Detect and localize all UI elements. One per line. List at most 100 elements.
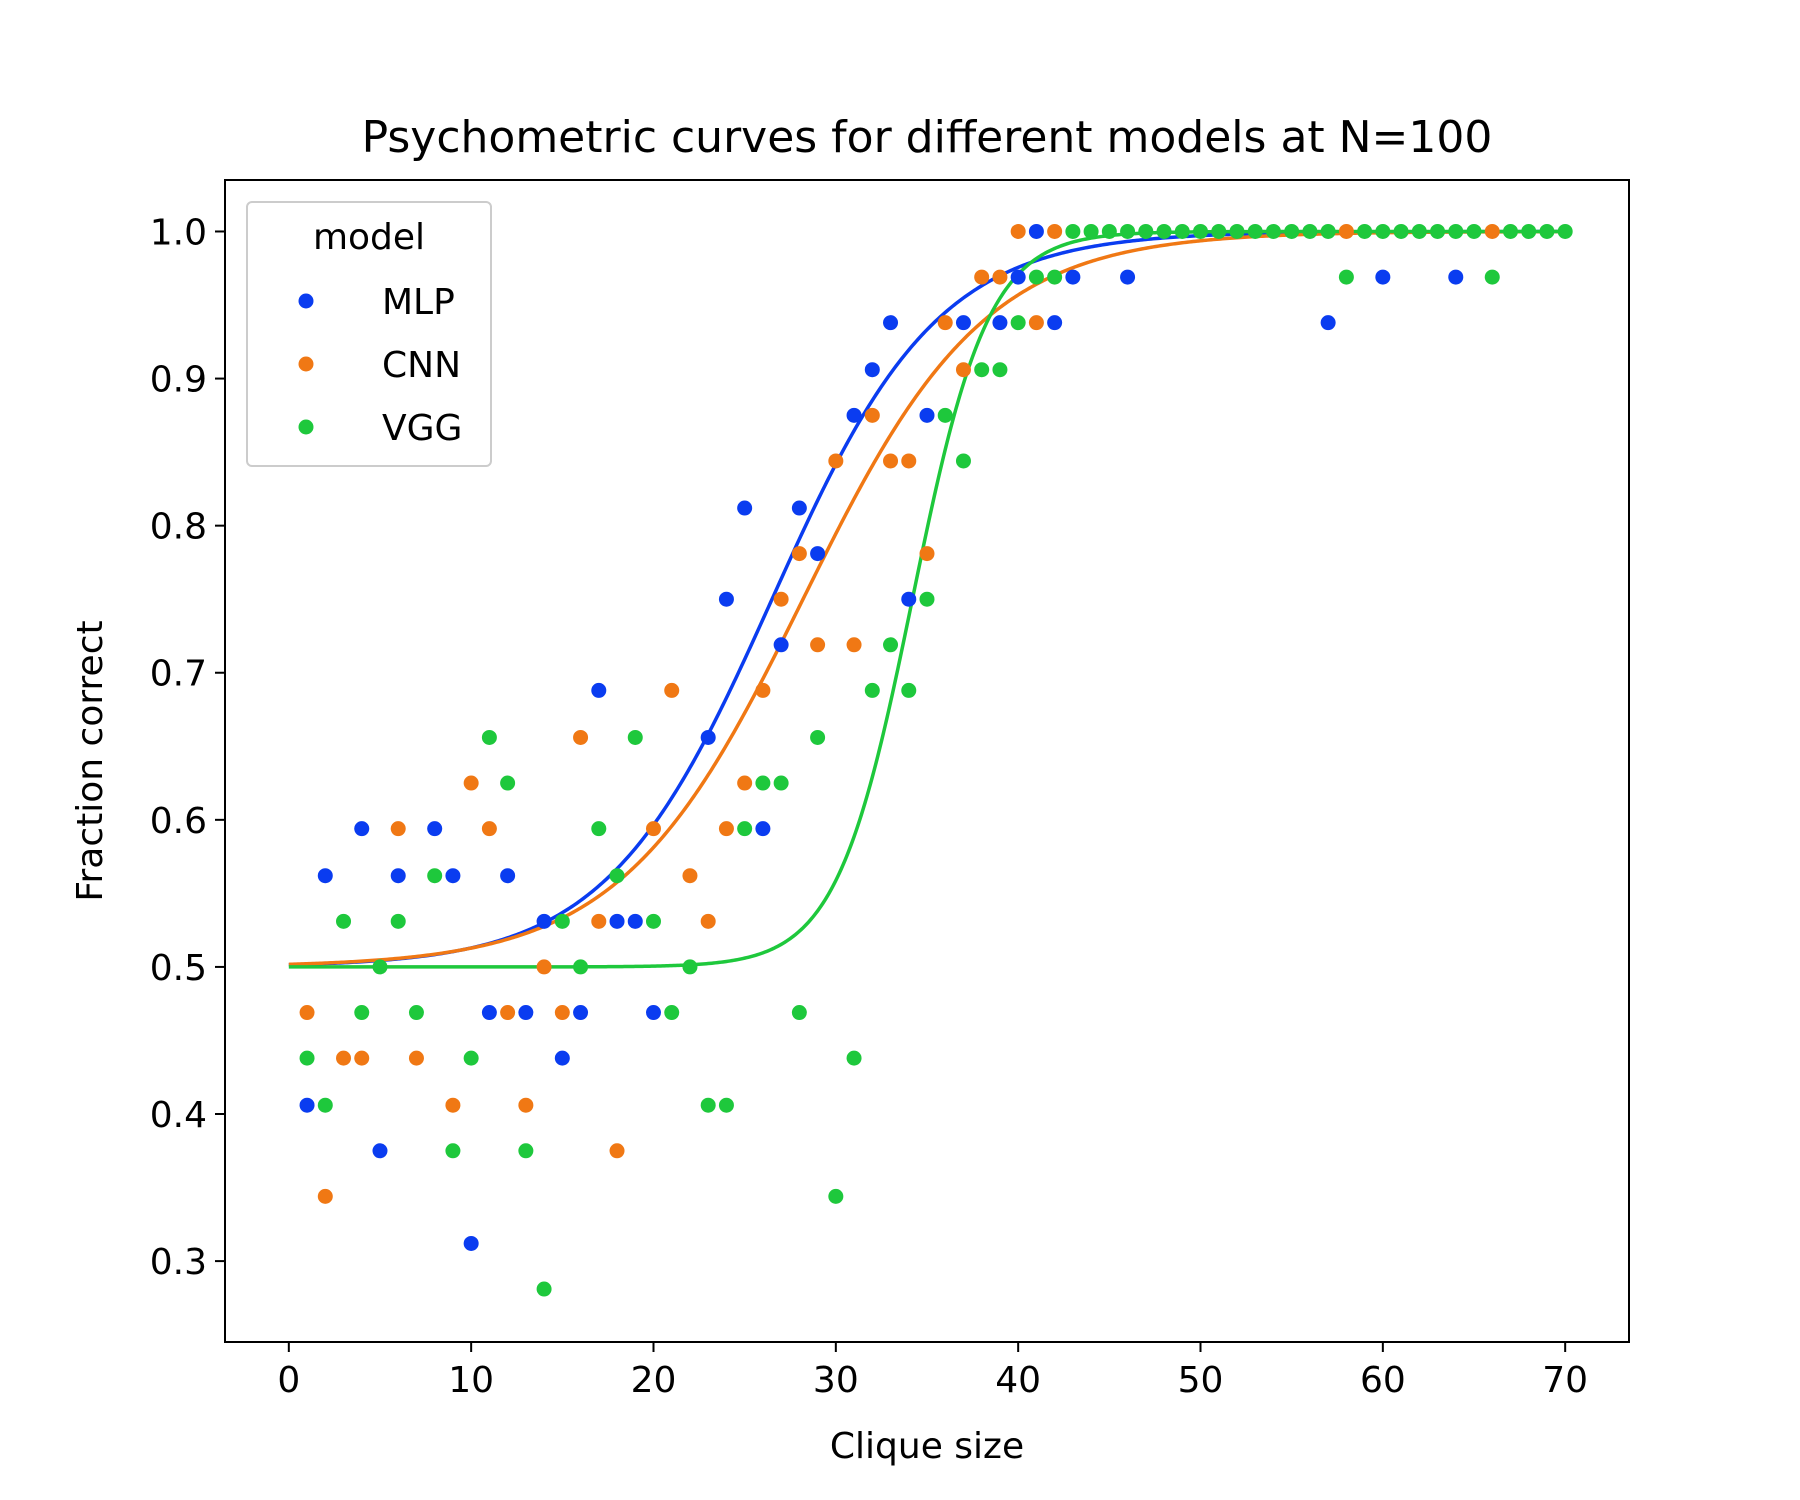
- data-point-cnn: [317, 1188, 333, 1204]
- data-point-vgg: [1247, 223, 1263, 239]
- data-point-mlp: [609, 913, 625, 929]
- data-point-mlp: [883, 315, 899, 331]
- data-point-mlp: [427, 821, 443, 837]
- data-point-vgg: [737, 821, 753, 837]
- data-point-vgg: [1101, 223, 1117, 239]
- data-point-mlp: [354, 821, 370, 837]
- data-point-vgg: [846, 1050, 862, 1066]
- legend: model MLP CNN VGG: [246, 201, 492, 467]
- data-point-cnn: [390, 821, 406, 837]
- legend-marker-mlp: [298, 293, 314, 309]
- data-point-vgg: [1010, 315, 1026, 331]
- data-point-vgg: [1338, 269, 1354, 285]
- data-point-cnn: [573, 729, 589, 745]
- data-point-vgg: [1521, 223, 1537, 239]
- data-point-vgg: [463, 1050, 479, 1066]
- data-point-mlp: [591, 682, 607, 698]
- data-point-cnn: [682, 868, 698, 884]
- data-point-mlp: [700, 729, 716, 745]
- data-point-cnn: [810, 637, 826, 653]
- y-tick-label: 0.7: [150, 654, 207, 695]
- legend-marker-cnn: [298, 356, 314, 372]
- data-point-mlp: [500, 868, 516, 884]
- data-point-vgg: [336, 913, 352, 929]
- data-point-mlp: [463, 1235, 479, 1251]
- data-point-mlp: [481, 1005, 497, 1021]
- data-point-vgg: [1393, 223, 1409, 239]
- data-point-mlp: [955, 315, 971, 331]
- data-point-vgg: [372, 959, 388, 975]
- data-point-vgg: [901, 682, 917, 698]
- x-axis: 0 10 20 30 40 50 60 70: [277, 1342, 1588, 1401]
- data-point-vgg: [1302, 223, 1318, 239]
- data-point-cnn: [1028, 315, 1044, 331]
- y-tick-label: 0.8: [150, 507, 207, 548]
- data-point-vgg: [937, 407, 953, 423]
- plot-frame: [224, 179, 1630, 1343]
- data-point-cnn: [463, 775, 479, 791]
- data-point-vgg: [718, 1097, 734, 1113]
- data-point-vgg: [1156, 223, 1172, 239]
- legend-title: model: [313, 217, 425, 258]
- data-point-mlp: [846, 407, 862, 423]
- data-point-mlp: [573, 1005, 589, 1021]
- data-point-vgg: [955, 453, 971, 469]
- data-point-mlp: [627, 913, 643, 929]
- data-point-vgg: [974, 362, 990, 378]
- data-point-vgg: [773, 775, 789, 791]
- data-point-vgg: [1047, 269, 1063, 285]
- data-point-vgg: [1539, 223, 1555, 239]
- x-tick-label: 50: [1178, 1360, 1224, 1401]
- data-point-vgg: [1430, 223, 1446, 239]
- data-point-cnn: [955, 362, 971, 378]
- data-point-mlp: [390, 868, 406, 884]
- data-point-cnn: [1338, 223, 1354, 239]
- data-point-vgg: [627, 729, 643, 745]
- data-point-vgg: [883, 637, 899, 653]
- data-point-cnn: [554, 1005, 570, 1021]
- y-tick-label: 0.5: [150, 948, 207, 989]
- data-point-vgg: [1502, 223, 1518, 239]
- data-point-vgg: [1484, 269, 1500, 285]
- data-point-cnn: [354, 1050, 370, 1066]
- legend-label-cnn: CNN: [382, 345, 461, 386]
- x-tick-label: 30: [813, 1360, 859, 1401]
- data-point-vgg: [1065, 223, 1081, 239]
- data-point-cnn: [828, 453, 844, 469]
- data-point-vgg: [810, 729, 826, 745]
- data-point-cnn: [1047, 223, 1063, 239]
- data-point-vgg: [682, 959, 698, 975]
- data-point-cnn: [536, 959, 552, 975]
- legend-label-vgg: VGG: [382, 408, 462, 449]
- data-point-vgg: [755, 775, 771, 791]
- data-point-vgg: [354, 1005, 370, 1021]
- data-point-mlp: [791, 500, 807, 516]
- data-point-vgg: [317, 1097, 333, 1113]
- data-point-vgg: [390, 913, 406, 929]
- data-point-vgg: [1411, 223, 1427, 239]
- y-tick-label: 0.3: [150, 1242, 207, 1283]
- data-point-mlp: [1028, 223, 1044, 239]
- data-point-mlp: [536, 913, 552, 929]
- data-point-vgg: [299, 1050, 315, 1066]
- data-point-mlp: [1120, 269, 1136, 285]
- data-point-vgg: [591, 821, 607, 837]
- x-tick-label: 60: [1360, 1360, 1406, 1401]
- data-point-mlp: [554, 1050, 570, 1066]
- data-point-cnn: [408, 1050, 424, 1066]
- x-tick-label: 20: [631, 1360, 677, 1401]
- data-point-vgg: [1265, 223, 1281, 239]
- data-point-mlp: [919, 407, 935, 423]
- data-point-mlp: [737, 500, 753, 516]
- data-point-mlp: [1448, 269, 1464, 285]
- data-point-mlp: [1065, 269, 1081, 285]
- data-point-vgg: [1284, 223, 1300, 239]
- data-point-mlp: [864, 362, 880, 378]
- data-point-vgg: [791, 1005, 807, 1021]
- y-tick-label: 0.4: [150, 1095, 207, 1136]
- data-point-vgg: [408, 1005, 424, 1021]
- data-point-vgg: [828, 1188, 844, 1204]
- data-point-cnn: [846, 637, 862, 653]
- legend-frame: [246, 201, 492, 467]
